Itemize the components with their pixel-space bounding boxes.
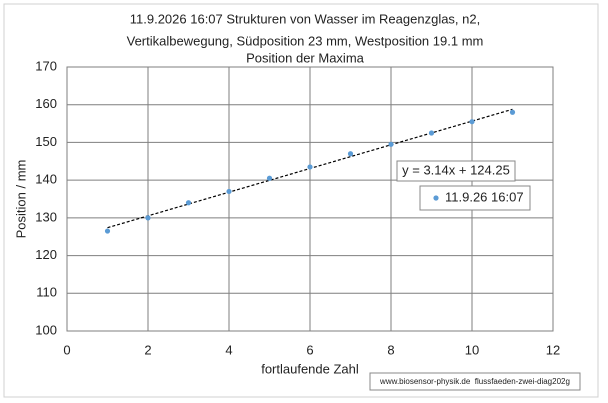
legend-marker <box>433 195 439 201</box>
data-point <box>266 175 273 181</box>
data-point <box>347 151 354 157</box>
x-tick-label: 0 <box>63 342 70 357</box>
data-point <box>145 215 151 221</box>
x-tick-label: 2 <box>144 342 151 357</box>
x-tick-label: 6 <box>306 342 313 357</box>
footer: www.biosensor-physik.de flussfaeden-zwei… <box>379 377 570 386</box>
y-tick-label: 140 <box>35 172 57 187</box>
y-tick-label: 100 <box>35 322 57 337</box>
data-point <box>509 109 516 115</box>
y-tick-label: 130 <box>35 209 57 224</box>
data-point <box>226 188 232 195</box>
y-tick-label: 110 <box>36 285 57 300</box>
data-point <box>185 200 192 206</box>
chart-title: 11.9.2026 16:07 Strukturen von Wasser im… <box>130 11 480 26</box>
x-tick-label: 12 <box>546 342 560 357</box>
chart-title: Vertikalbewegung, Südposition 23 mm, Wes… <box>127 33 484 48</box>
y-tick-label: 120 <box>35 247 57 262</box>
x-axis-title: fortlaufende Zahl <box>261 361 359 376</box>
data-point <box>428 130 435 136</box>
y-axis-title: Position / mm <box>13 160 28 239</box>
y-tick-label: 160 <box>35 96 57 111</box>
y-tick-label: 150 <box>35 134 57 149</box>
legend-label: 11.9.26 16:07 <box>445 189 524 204</box>
data-point <box>104 228 111 234</box>
x-tick-label: 10 <box>465 342 479 357</box>
plot-border <box>66 66 554 332</box>
y-tick-label: 170 <box>35 58 57 73</box>
data-point <box>388 141 394 147</box>
data-point <box>307 164 313 170</box>
chart-title: Position der Maxima <box>246 50 365 65</box>
data-point <box>469 119 475 125</box>
x-tick-label: 4 <box>225 342 232 357</box>
x-tick-label: 8 <box>387 342 394 357</box>
trendline-label-box <box>396 160 516 182</box>
footer-box <box>369 372 581 391</box>
trendline-label: y = 3.14x + 124.25 <box>402 162 510 177</box>
